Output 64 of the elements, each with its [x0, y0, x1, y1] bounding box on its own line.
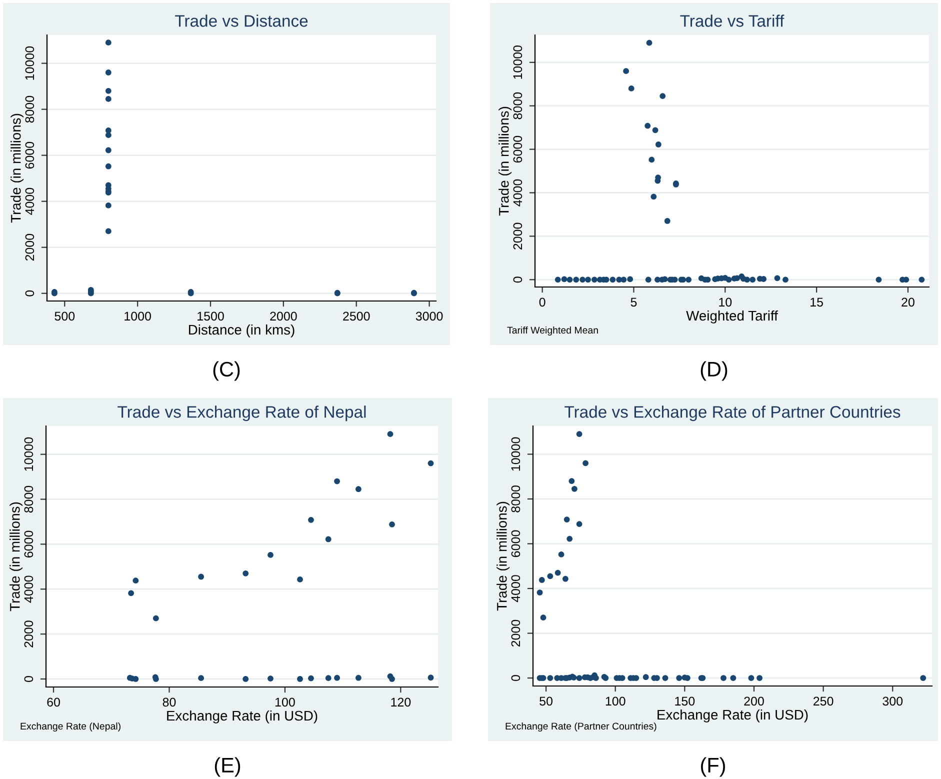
y-tick-label: 2000 [513, 222, 522, 250]
x-tick-label: 1000 [124, 312, 151, 321]
x-tick-label: 15 [810, 298, 823, 307]
y-tick-label: 8000 [25, 96, 34, 123]
x-tick-label: 80 [162, 698, 176, 707]
x-tick-label: 10 [719, 298, 732, 307]
y-tick-label: 2000 [511, 620, 520, 647]
y-axis-title: Trade (in millions) [496, 502, 510, 611]
x-tick-label: 5 [630, 298, 637, 307]
text: (F) [700, 757, 726, 777]
x-tick-label: 60 [47, 698, 60, 707]
x-axis-title: Weighted Tariff [686, 310, 778, 324]
y-tick-label: 6000 [24, 530, 34, 558]
x-tick-label: 2000 [270, 312, 297, 321]
y-axis-title: Trade (in millions) [498, 106, 512, 216]
y-tick-label: 10000 [511, 437, 520, 471]
y-tick-label: 6000 [511, 530, 520, 557]
text: (D) [700, 361, 728, 381]
y-tick-label: 4000 [513, 179, 522, 206]
y-tick-label: 10000 [513, 45, 522, 79]
x-tick-label: 100 [275, 698, 295, 707]
x-tick-label: 300 [882, 696, 903, 706]
x-axis-title: Exchange Rate (in USD) [167, 710, 318, 724]
y-tick-label: 2000 [25, 234, 34, 261]
y-tick-label: 8000 [513, 92, 522, 120]
text: (C) [213, 361, 240, 381]
text: (E) [214, 757, 240, 777]
y-tick-label: 4000 [24, 576, 34, 603]
chart-title: Trade vs Tariff [680, 14, 784, 27]
x-tick-label: 50 [540, 696, 552, 706]
x-tick-label: 20 [902, 298, 914, 307]
y-tick-label: 10000 [25, 46, 34, 80]
y-tick-label: 4000 [25, 188, 34, 215]
x-tick-label: 150 [675, 696, 695, 706]
x-tick-label: 3000 [416, 312, 443, 321]
text: Tariff Weighted Mean [507, 326, 598, 336]
x-tick-label: 1500 [198, 312, 224, 321]
x-tick-label: 0 [539, 298, 546, 307]
y-tick-label: 4000 [511, 575, 520, 602]
x-axis-title: Distance (in kms) [189, 324, 294, 338]
y-tick-label: 0 [511, 675, 520, 681]
x-axis-title: Exchange Rate (in USD) [658, 709, 808, 722]
y-tick-label: 0 [25, 290, 34, 296]
y-tick-label: 2000 [24, 620, 34, 648]
y-tick-label: 6000 [25, 142, 34, 169]
y-axis-title: Trade (in millions) [10, 502, 23, 612]
x-tick-label: 500 [54, 312, 75, 321]
text: Exchange Rate (Nepal) [20, 722, 120, 732]
y-tick-label: 8000 [511, 486, 520, 512]
x-tick-label: 100 [606, 696, 626, 706]
x-tick-label: 120 [391, 698, 411, 707]
y-tick-label: 10000 [24, 437, 34, 471]
chart-title: Trade vs Exchange Rate of Partner Countries [564, 406, 900, 422]
x-tick-label: 200 [744, 696, 764, 706]
chart-title: Trade vs Distance [175, 14, 308, 27]
y-tick-label: 6000 [513, 136, 522, 163]
y-tick-label: 8000 [24, 486, 34, 513]
text: Exchange Rate (Partner Countries) [506, 722, 656, 732]
x-tick-label: 2500 [343, 312, 370, 321]
chart-title: Trade vs Exchange Rate of Nepal [118, 406, 366, 422]
y-tick-label: 0 [24, 676, 34, 682]
x-tick-label: 250 [814, 696, 834, 706]
y-tick-label: 0 [513, 276, 522, 283]
y-axis-title: Trade (in millions) [10, 114, 24, 223]
